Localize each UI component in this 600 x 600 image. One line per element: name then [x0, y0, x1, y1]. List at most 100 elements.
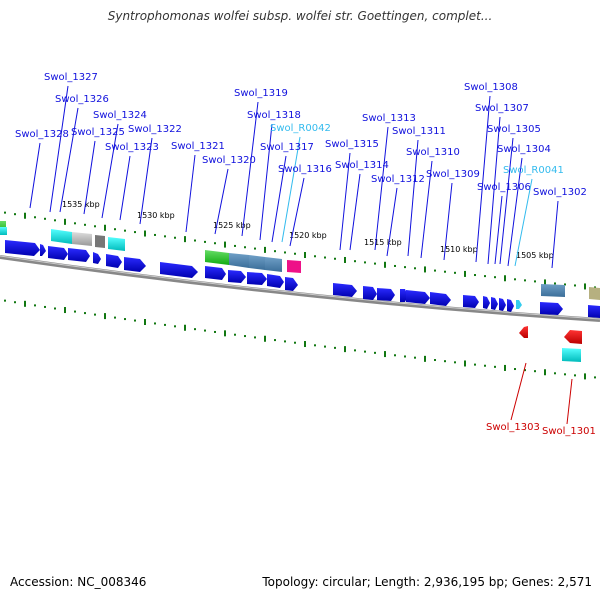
gene-label[interactable]: Swol_1310 [406, 147, 460, 158]
gene-label[interactable]: Swol_1324 [93, 110, 147, 121]
gene-label[interactable]: Swol_1320 [202, 155, 256, 166]
gene-callout[interactable]: Swol_1305 [487, 124, 541, 265]
gene-label[interactable]: Swol_1302 [533, 187, 587, 198]
gene-label[interactable]: Swol_1323 [105, 142, 159, 153]
gene-callout[interactable]: Swol_1319 [234, 88, 288, 237]
cds-arrow[interactable] [483, 296, 490, 309]
gene-label[interactable]: Swol_1306 [477, 182, 531, 193]
feature-block[interactable] [541, 284, 565, 297]
gene-label[interactable]: Swol_1316 [278, 164, 332, 175]
cds-arrow[interactable] [406, 290, 430, 304]
gene-label[interactable]: Swol_1315 [325, 139, 379, 150]
gene-label[interactable]: Swol_1322 [128, 124, 182, 135]
gene-label[interactable]: Swol_1321 [171, 141, 225, 152]
feature-block[interactable] [265, 257, 282, 272]
cds-arrow[interactable] [285, 277, 298, 291]
feature-block[interactable] [205, 250, 229, 265]
gene-label[interactable]: Swol_1328 [15, 129, 69, 140]
cds-arrow[interactable] [68, 248, 90, 262]
feature-block[interactable] [229, 253, 249, 268]
feature-block[interactable] [589, 287, 600, 300]
gene-label[interactable]: Swol_1311 [392, 126, 446, 137]
cds-arrow-reverse[interactable] [564, 330, 582, 344]
cds-arrow[interactable] [507, 299, 514, 312]
gene-callout[interactable]: Swol_1320 [202, 155, 256, 235]
gene-label[interactable]: Swol_1317 [260, 142, 314, 153]
gene-callout[interactable]: Swol_1302 [533, 187, 587, 269]
cds-arrow[interactable] [333, 283, 357, 297]
feature-block[interactable] [51, 229, 72, 244]
cds-arrow[interactable] [124, 257, 146, 272]
feature-block[interactable] [72, 232, 92, 246]
gene-callout[interactable]: Swol_1326 [55, 94, 109, 213]
gene-callout[interactable]: Swol_1311 [392, 126, 446, 257]
cds-arrow[interactable] [40, 244, 46, 256]
cds-arrow[interactable] [5, 240, 40, 256]
gene-callout[interactable]: Swol_1303 [486, 362, 540, 433]
gene-callout[interactable]: Swol_R0042 [270, 123, 331, 243]
gene-label[interactable]: Swol_R0041 [503, 165, 564, 176]
feature-block[interactable] [0, 227, 7, 235]
cds-arrow[interactable] [540, 302, 563, 315]
cds-arrow[interactable] [491, 297, 498, 310]
cds-arrow[interactable] [205, 266, 226, 280]
gene-callout[interactable]: Swol_1323 [105, 142, 159, 221]
gene-callout[interactable]: Swol_1304 [497, 144, 551, 267]
gene-label[interactable]: Swol_1313 [362, 113, 416, 124]
gene-label[interactable]: Swol_1308 [464, 82, 518, 93]
cds-arrow[interactable] [377, 288, 395, 301]
gene-callout[interactable]: Swol_1316 [278, 164, 332, 247]
gene-callout[interactable]: Swol_1310 [406, 147, 460, 259]
gene-callout[interactable]: Swol_1307 [475, 103, 529, 265]
gene-callout[interactable]: Swol_1317 [260, 142, 314, 243]
gene-label[interactable]: Swol_1304 [497, 144, 551, 155]
gene-callout[interactable]: Swol_1325 [71, 127, 125, 215]
cds-arrow[interactable] [160, 262, 198, 278]
cds-arrow[interactable] [588, 305, 600, 318]
cds-arrow[interactable] [363, 286, 377, 300]
gene-callout[interactable]: Swol_1314 [335, 160, 389, 251]
cds-arrow[interactable] [106, 254, 122, 268]
feature-block[interactable] [108, 237, 125, 251]
cds-arrow[interactable] [430, 292, 451, 306]
gene-label[interactable]: Swol_1312 [371, 174, 425, 185]
gene-label[interactable]: Swol_1318 [247, 110, 301, 121]
cds-arrow[interactable] [228, 270, 246, 283]
gene-callout[interactable]: Swol_1315 [325, 139, 379, 251]
feature-block[interactable] [95, 235, 105, 248]
feature-block[interactable] [287, 260, 301, 273]
cds-arrow[interactable] [267, 274, 284, 288]
gene-label[interactable]: Swol_R0042 [270, 123, 331, 134]
gene-callout[interactable]: Swol_1328 [15, 129, 69, 209]
gene-label[interactable]: Swol_1305 [487, 124, 541, 135]
gene-callout[interactable]: Swol_1306 [477, 182, 531, 265]
gene-label[interactable]: Swol_1301 [542, 426, 596, 437]
gene-callout[interactable]: Swol_1308 [464, 82, 518, 263]
gene-label[interactable]: Swol_1326 [55, 94, 109, 105]
cds-arrow[interactable] [93, 252, 101, 264]
gene-callout[interactable]: Swol_1322 [128, 124, 182, 225]
cds-arrow[interactable] [463, 295, 479, 308]
gene-label[interactable]: Swol_1314 [335, 160, 389, 171]
cds-arrow[interactable] [48, 246, 68, 260]
cds-arrow-reverse[interactable] [519, 326, 528, 338]
gene-callout[interactable]: Swol_1324 [93, 110, 147, 219]
gene-callout[interactable]: Swol_1318 [247, 110, 301, 241]
gene-label[interactable]: Swol_1325 [71, 127, 125, 138]
gene-label[interactable]: Swol_1303 [486, 422, 540, 433]
gene-callout[interactable]: Swol_1327 [44, 72, 98, 213]
gene-label[interactable]: Swol_1309 [426, 169, 480, 180]
gene-label[interactable]: Swol_1319 [234, 88, 288, 99]
feature-block[interactable] [249, 255, 265, 270]
gene-callout[interactable]: Swol_1313 [362, 113, 416, 251]
gene-callout[interactable]: Swol_1321 [171, 141, 225, 233]
gene-callout[interactable]: Swol_R0041 [503, 165, 564, 267]
gene-callout[interactable]: Swol_1301 [542, 378, 596, 437]
cds-arrow[interactable] [499, 298, 506, 311]
gene-callout[interactable]: Swol_1312 [371, 174, 425, 257]
gene-label[interactable]: Swol_1327 [44, 72, 98, 83]
rna-arrow[interactable] [516, 300, 522, 309]
gene-label[interactable]: Swol_1307 [475, 103, 529, 114]
gene-callout[interactable]: Swol_1309 [426, 169, 480, 261]
